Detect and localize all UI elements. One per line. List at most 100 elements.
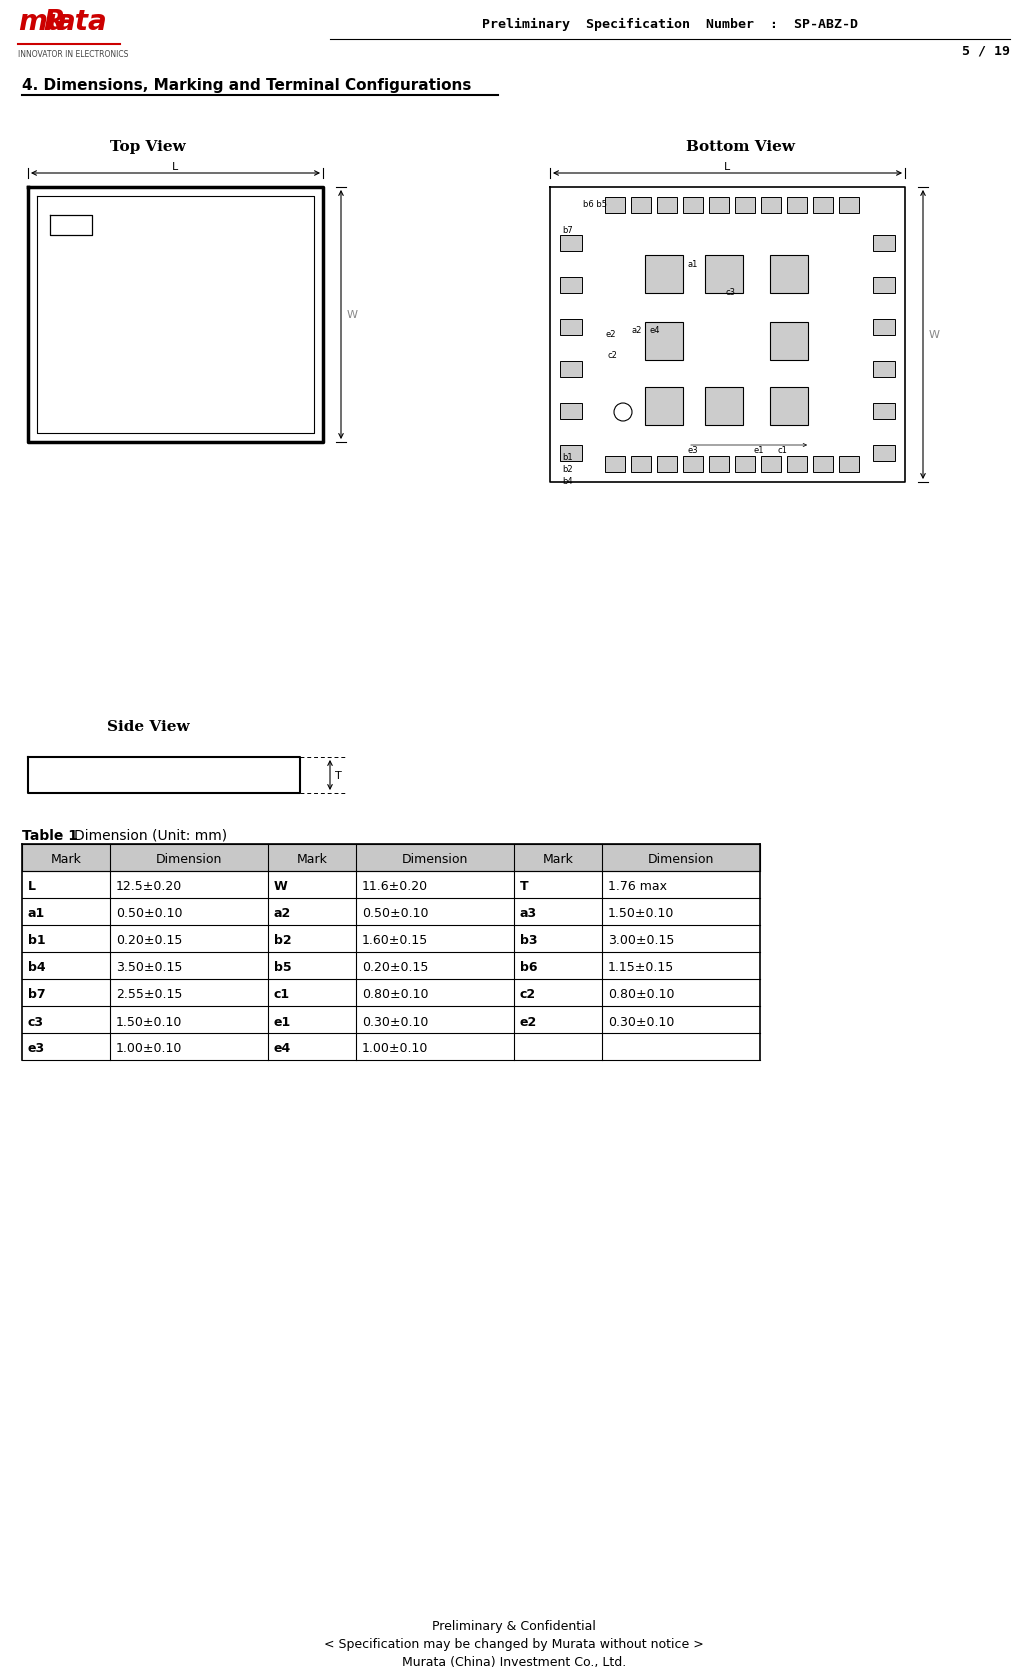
Text: b5: b5 [274,961,292,974]
Text: e3: e3 [688,445,699,455]
Text: a2: a2 [274,907,291,921]
Text: 1.15±0.15: 1.15±0.15 [608,961,674,974]
Bar [705,388,743,425]
Bar [605,457,625,472]
Bar [560,403,582,420]
Bar [705,255,743,294]
Text: 0.30±0.10: 0.30±0.10 [608,1015,674,1028]
Text: Table 1: Table 1 [22,828,83,842]
Text: R: R [43,8,65,35]
Text: 5 / 19: 5 / 19 [962,44,1009,57]
Text: Murata (China) Investment Co., Ltd.: Murata (China) Investment Co., Ltd. [402,1655,626,1668]
Text: 3.00±0.15: 3.00±0.15 [608,934,674,948]
Bar [761,198,781,213]
Text: c1: c1 [778,445,787,455]
Text: Side View: Side View [107,719,189,734]
Text: 0.80±0.10: 0.80±0.10 [608,988,674,1001]
Text: b2: b2 [274,934,292,948]
Bar [735,457,755,472]
Text: 4. Dimensions, Marking and Terminal Configurations: 4. Dimensions, Marking and Terminal Conf… [22,77,472,92]
Text: 1.60±0.15: 1.60±0.15 [362,934,429,948]
Bar [631,198,651,213]
Text: 0.20±0.15: 0.20±0.15 [362,961,429,974]
Text: Dimension (Unit: mm): Dimension (Unit: mm) [74,828,227,842]
Text: 0.20±0.15: 0.20±0.15 [116,934,182,948]
Text: L: L [28,880,36,894]
Bar [873,445,895,462]
Text: L: L [724,161,730,171]
Text: b7: b7 [562,225,573,235]
Text: Mark: Mark [296,853,328,865]
Text: Dimension: Dimension [402,853,468,865]
Bar [683,457,703,472]
Text: a3: a3 [520,907,537,921]
Bar [873,403,895,420]
Bar [645,323,683,361]
Bar [631,457,651,472]
Text: W: W [929,329,940,339]
Text: e2: e2 [605,329,616,339]
Text: mu: mu [19,8,67,35]
Bar [709,457,729,472]
Bar [873,277,895,294]
Text: 1.76 max: 1.76 max [608,880,667,894]
Bar [657,198,677,213]
Text: b4: b4 [562,477,573,486]
Text: a2: a2 [632,326,642,334]
Bar [770,323,808,361]
Text: 1.00±0.10: 1.00±0.10 [116,1042,182,1055]
Text: Preliminary & Confidential: Preliminary & Confidential [432,1620,596,1631]
Text: e4: e4 [274,1042,291,1055]
Bar [645,255,683,294]
Text: c1: c1 [274,988,290,1001]
Text: INNOVATOR IN ELECTRONICS: INNOVATOR IN ELECTRONICS [19,50,128,59]
Text: 1.00±0.10: 1.00±0.10 [362,1042,429,1055]
Bar [787,457,807,472]
Text: b2: b2 [562,465,573,474]
Text: 11.6±0.20: 11.6±0.20 [362,880,428,894]
Bar [761,457,781,472]
Text: 1.50±0.10: 1.50±0.10 [608,907,674,921]
Text: 0.80±0.10: 0.80±0.10 [362,988,429,1001]
Text: L: L [172,161,178,171]
Bar [873,235,895,252]
Text: c3: c3 [725,287,735,297]
Bar [560,235,582,252]
Text: Preliminary  Specification  Number  :  SP-ABZ-D: Preliminary Specification Number : SP-AB… [482,18,858,30]
Text: 2.55±0.15: 2.55±0.15 [116,988,182,1001]
Bar [839,198,859,213]
Bar [560,277,582,294]
Text: W: W [274,880,288,894]
Text: Mark: Mark [50,853,81,865]
Bar [839,457,859,472]
Text: b7: b7 [28,988,45,1001]
Text: Bottom View: Bottom View [686,139,795,155]
Bar [770,255,808,294]
Bar [813,198,833,213]
Bar [645,388,683,425]
Text: Dimension: Dimension [648,853,714,865]
Bar [560,361,582,378]
Text: a1: a1 [28,907,45,921]
Text: c3: c3 [28,1015,44,1028]
Text: Mark: Mark [543,853,574,865]
Text: e1: e1 [752,445,764,455]
Bar [605,198,625,213]
Bar [787,198,807,213]
Bar [683,198,703,213]
Text: e2: e2 [520,1015,538,1028]
Text: 0.50±0.10: 0.50±0.10 [362,907,429,921]
Text: b1: b1 [562,452,573,462]
Bar [813,457,833,472]
Text: e3: e3 [28,1042,45,1055]
Text: b6 b5: b6 b5 [583,200,607,208]
Bar [560,319,582,336]
Text: b4: b4 [28,961,45,974]
Bar [709,198,729,213]
Text: 3.50±0.15: 3.50±0.15 [116,961,182,974]
Text: e4: e4 [650,326,661,334]
Circle shape [614,403,632,422]
Bar [560,445,582,462]
Text: Top View: Top View [110,139,186,155]
Text: b3: b3 [520,934,538,948]
